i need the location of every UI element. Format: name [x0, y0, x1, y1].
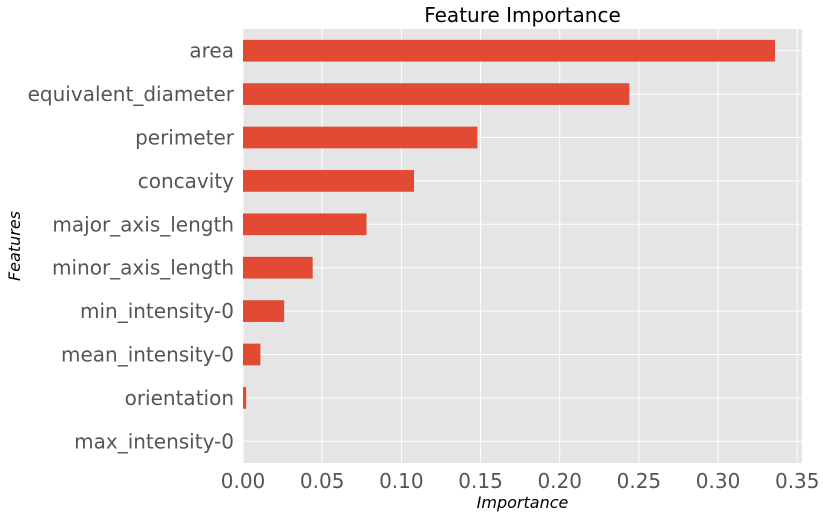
- chart-title: Feature Importance: [424, 3, 621, 27]
- x-tick-label: 0.05: [300, 469, 345, 493]
- x-tick-labels: 0.00 0.05 0.10 0.15 0.20 0.25 0.30 0.35: [221, 469, 820, 493]
- bar: [243, 387, 247, 409]
- category-label: concavity: [138, 169, 234, 193]
- category-label: max_intensity-0: [74, 429, 234, 453]
- x-tick-label: 0.15: [458, 469, 503, 493]
- x-tick-label: 0.35: [775, 469, 820, 493]
- bar: [243, 300, 285, 322]
- bar: [243, 126, 478, 149]
- x-tick-label: 0.10: [379, 469, 424, 493]
- bar: [243, 83, 630, 105]
- bar: [243, 343, 261, 366]
- bar: [243, 170, 415, 192]
- x-tick-label: 0.30: [696, 469, 741, 493]
- y-axis-label: Features: [5, 211, 24, 281]
- category-label: minor_axis_length: [52, 256, 234, 280]
- x-tick-label: 0.00: [221, 469, 266, 493]
- category-labels: area equivalent_diameter perimeter concavit…: [28, 39, 235, 454]
- category-label: equivalent_diameter: [28, 82, 235, 106]
- category-label: mean_intensity-0: [61, 343, 234, 367]
- bar: [243, 256, 313, 279]
- x-tick-label: 0.20: [537, 469, 582, 493]
- x-axis-label: Importance: [477, 493, 569, 512]
- bars-layer: [243, 39, 776, 409]
- category-label: min_intensity-0: [80, 299, 234, 323]
- category-label: major_axis_length: [52, 212, 234, 236]
- x-tick-label: 0.25: [617, 469, 662, 493]
- bar: [243, 213, 367, 236]
- bar: [243, 39, 776, 62]
- category-label: orientation: [125, 386, 234, 410]
- category-label: area: [189, 39, 234, 63]
- category-label: perimeter: [135, 126, 235, 150]
